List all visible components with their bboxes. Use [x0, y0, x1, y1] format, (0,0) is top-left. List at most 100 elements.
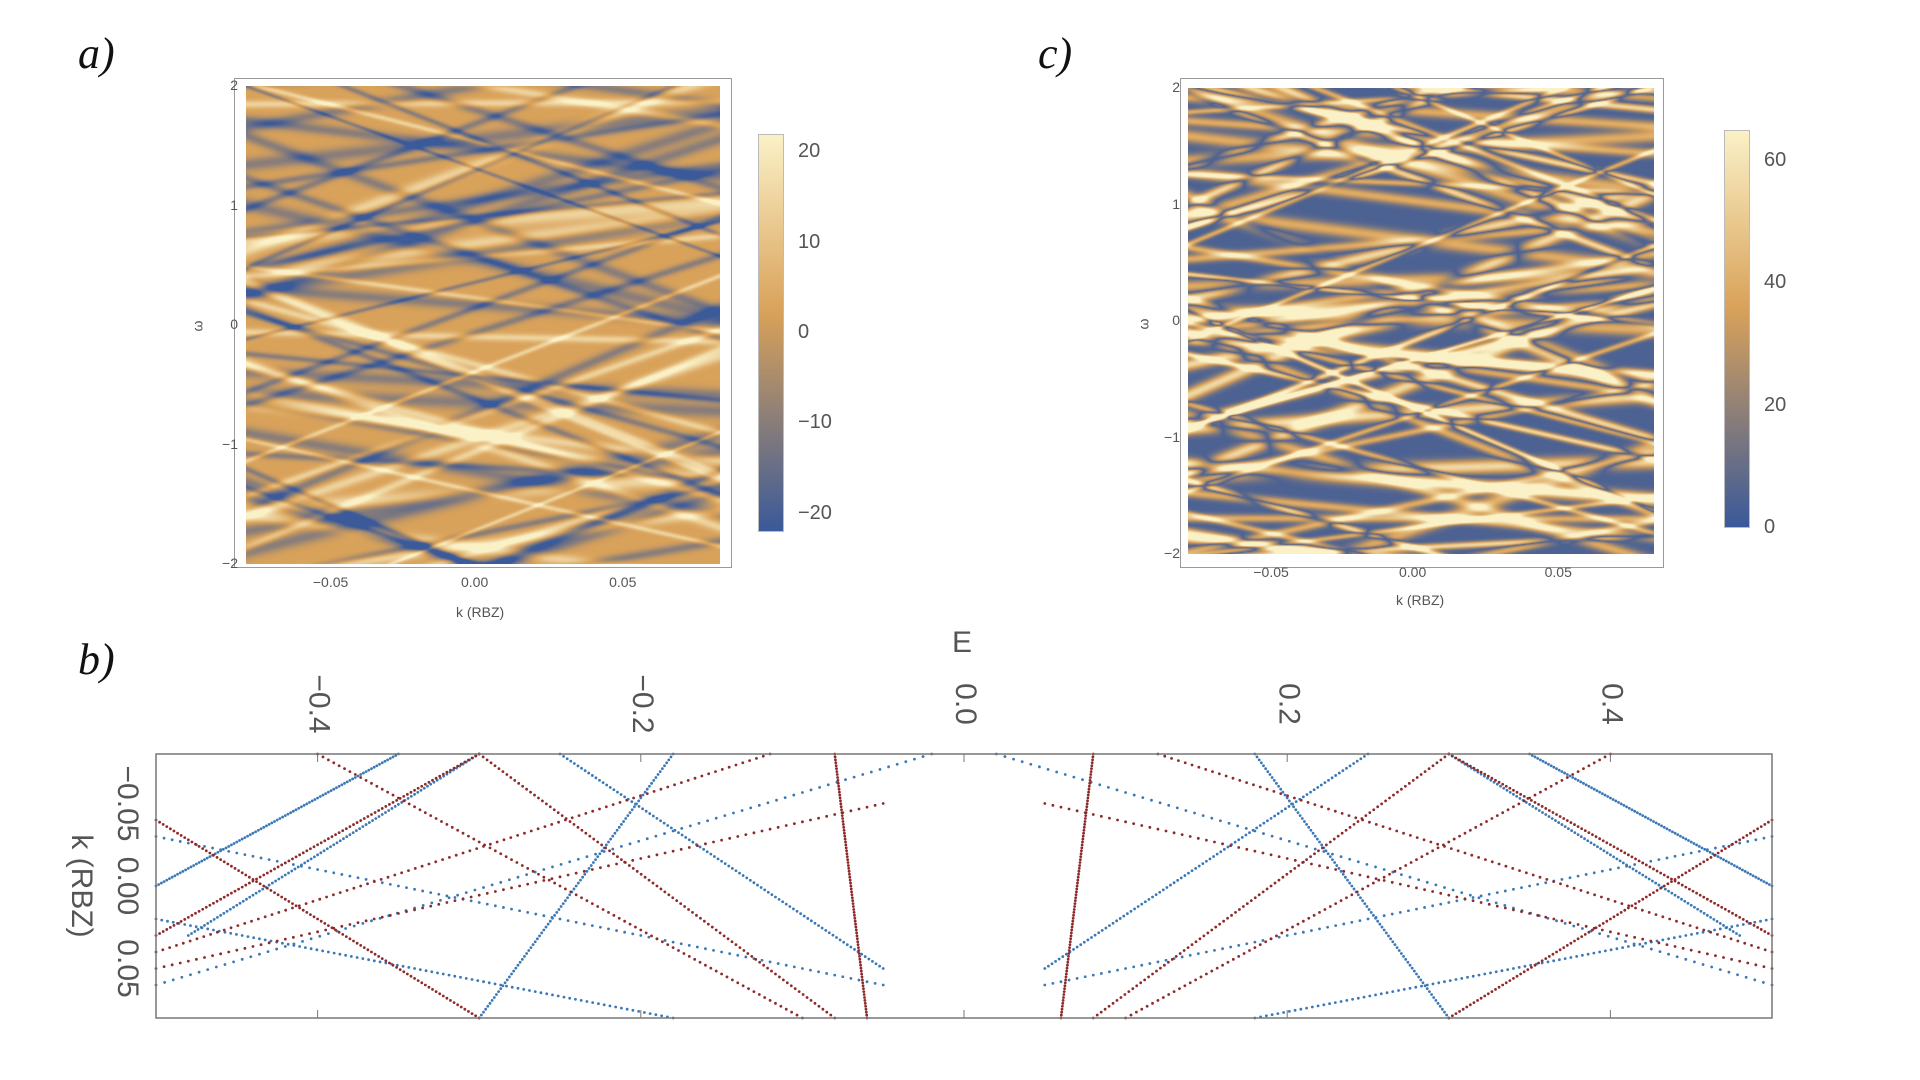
series-7-point — [438, 774, 442, 778]
series-7-point — [370, 813, 373, 816]
series-8-point — [517, 781, 521, 785]
series-25-point — [1134, 1010, 1138, 1014]
series-8-point — [556, 811, 560, 815]
series-7-point — [348, 825, 352, 828]
series-10-point — [236, 924, 240, 927]
series-8-point — [631, 867, 635, 870]
series-22-point — [1427, 767, 1431, 771]
series-26-point — [1124, 820, 1127, 824]
series-21-point — [1547, 809, 1551, 812]
series-26-point — [1269, 853, 1273, 857]
series-9-point — [334, 928, 337, 932]
series-12-point — [728, 836, 732, 840]
series-16-point — [1606, 934, 1610, 938]
series-17-point — [1342, 922, 1346, 926]
series-4-point — [459, 975, 462, 979]
series-8-point — [817, 1004, 821, 1008]
series-25-point — [1296, 922, 1300, 926]
series-27-point — [1088, 781, 1092, 785]
series-10-point — [311, 900, 315, 903]
series-21-point — [1540, 805, 1544, 808]
x-tick-label: 0.00 — [461, 574, 489, 590]
series-4-point — [223, 930, 227, 934]
series-11-point — [601, 908, 605, 911]
series-4-point — [574, 997, 577, 1001]
series-25-point — [1512, 805, 1515, 809]
series-6-point — [329, 789, 333, 793]
series-22-point — [1257, 893, 1261, 897]
series-21-point — [1476, 768, 1479, 772]
series-19-point — [1251, 828, 1255, 832]
x-tick-label: 0.2 — [1272, 683, 1305, 725]
series-25-point — [1420, 855, 1424, 859]
series-3-point — [405, 886, 408, 890]
series-6-point — [351, 777, 355, 781]
series-5-point — [863, 955, 867, 958]
series-19-point — [1050, 962, 1054, 966]
series-4-point — [424, 969, 428, 973]
series-14-point — [1428, 990, 1431, 993]
series-6-point — [221, 847, 225, 851]
series-25-point — [1205, 972, 1208, 976]
series-18-point — [1402, 988, 1406, 991]
series-11-point — [720, 972, 723, 976]
series-8-point — [509, 776, 513, 779]
series-19-point — [1273, 814, 1277, 818]
series-12-point — [671, 849, 675, 853]
colorbar-tick-label: 20 — [798, 140, 821, 163]
series-12-point — [607, 864, 610, 868]
series-19-point — [1064, 952, 1068, 956]
series-6-point — [356, 774, 360, 778]
series-24-point — [1531, 873, 1535, 877]
series-13-point — [857, 949, 861, 952]
series-20-point — [1635, 811, 1639, 815]
series-5-point — [702, 847, 706, 851]
series-12-point — [485, 891, 489, 895]
series-25-point — [1549, 784, 1553, 788]
series-26-point — [1746, 961, 1750, 965]
series-23-point — [1501, 983, 1505, 987]
series-6-point — [289, 811, 293, 815]
series-6-point — [313, 798, 317, 801]
series-7-point — [423, 782, 427, 786]
series-22-point — [1226, 916, 1229, 920]
series-20-point — [1625, 805, 1628, 809]
series-6-point — [232, 842, 236, 845]
series-19-point — [1337, 771, 1341, 775]
series-16-point — [1391, 870, 1395, 874]
series-8-point — [789, 984, 793, 988]
series-3-point — [421, 889, 425, 893]
series-19-point — [1104, 926, 1108, 930]
y-tick-label: −2 — [222, 555, 238, 571]
series-8-point — [525, 787, 529, 791]
series-13-point — [834, 758, 837, 762]
series-25-point — [1398, 867, 1402, 870]
series-18-point — [1512, 967, 1515, 970]
series-26-point — [1552, 917, 1556, 921]
series-7-point — [377, 809, 381, 812]
series-21-point — [1770, 934, 1774, 937]
series-20-point — [1662, 825, 1666, 829]
series-27-point — [1066, 957, 1070, 961]
series-8-point — [679, 902, 683, 905]
series-15-point — [1576, 833, 1580, 837]
panel-label-b: b) — [78, 635, 115, 684]
series-22-point — [1135, 984, 1139, 988]
series-22-point — [1368, 811, 1372, 815]
series-18-point — [1339, 1000, 1343, 1003]
series-23-point — [1745, 834, 1749, 837]
series-0-point — [516, 963, 520, 967]
series-11-point — [515, 861, 519, 864]
series-21-point — [1522, 794, 1526, 798]
series-6-point — [348, 779, 352, 782]
series-1-point — [345, 835, 349, 839]
series-9-point — [434, 990, 438, 993]
series-26-point — [1059, 805, 1063, 809]
series-25-point — [1425, 852, 1429, 856]
series-11-point — [644, 931, 648, 935]
series-5-point — [792, 907, 795, 911]
series-4-point — [441, 972, 445, 976]
series-26-point — [1431, 890, 1435, 893]
series-14-point — [1337, 867, 1341, 870]
series-19-point — [1100, 928, 1104, 932]
